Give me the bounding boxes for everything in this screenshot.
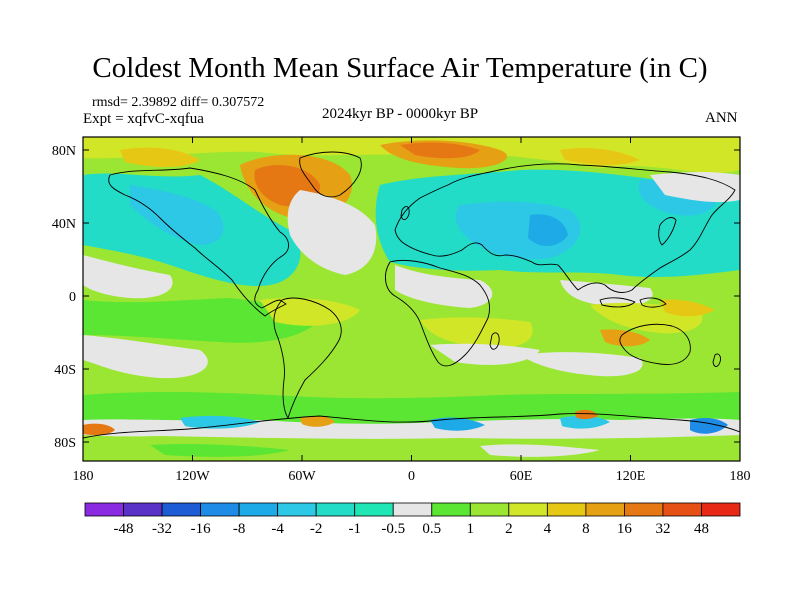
colorbar-box [123, 502, 163, 517]
colorbar-label: -16 [191, 521, 211, 537]
colorbar-box [585, 502, 625, 517]
lat-tick-label: 80N [52, 144, 76, 159]
colorbar-label: 16 [617, 521, 633, 537]
colorbar-box [354, 502, 394, 517]
colorbar-box [469, 502, 510, 517]
colorbar-box [624, 502, 664, 517]
lon-tick-label: 120W [175, 469, 210, 484]
colorbar-label: -8 [233, 521, 246, 537]
colorbar-box [161, 502, 201, 517]
colorbar-box [392, 502, 433, 517]
lat-tick-label: 80S [54, 436, 76, 451]
lat-tick-label: 0 [69, 290, 76, 305]
colorbar-label: 1 [467, 521, 475, 537]
lon-tick-label: 120E [616, 469, 646, 484]
map-title: Coldest Month Mean Surface Air Temperatu… [92, 52, 708, 84]
colorbar-box [662, 502, 702, 517]
colorbar-box [315, 502, 356, 517]
colorbar-box [238, 502, 279, 517]
lat-tick-label: 40S [54, 363, 76, 378]
colorbar-label: -1 [348, 521, 361, 537]
colorbar-box [84, 502, 124, 517]
colorbar-label: -32 [152, 521, 172, 537]
colorbar-label: 8 [582, 521, 590, 537]
lon-tick-label: 60E [510, 469, 533, 484]
colorbar-box [508, 502, 548, 517]
tick-marks [82, 137, 741, 461]
colorbar-label: 2 [505, 521, 513, 537]
colorbar-label: -0.5 [381, 521, 405, 537]
season-label: ANN [705, 110, 738, 126]
colorbar-labels: -48 -32 -16 -8 -4 -2 -1 -0.5 0.5 1 2 4 8… [114, 521, 709, 537]
lon-tick-label: 180 [730, 469, 751, 484]
lon-tick-label: 0 [408, 469, 415, 484]
lon-tick-label: 60W [288, 469, 316, 484]
colorbar-box [546, 502, 587, 517]
colorbar-label: -48 [114, 521, 134, 537]
colorbar-label: 0.5 [422, 521, 441, 537]
colorbar-label: 4 [544, 521, 552, 537]
colorbar-box [701, 502, 741, 517]
colorbar-label: -2 [310, 521, 323, 537]
colorbar-label: 48 [694, 521, 709, 537]
colorbar-label: 32 [655, 521, 670, 537]
colorbar [84, 502, 741, 517]
colorbar-box [277, 502, 317, 517]
colorbar-label: -4 [271, 521, 284, 537]
coastlines [83, 151, 740, 439]
lat-tick-label: 40N [52, 217, 76, 232]
stats-label: rmsd= 2.39892 diff= 0.307572 [92, 95, 265, 110]
experiment-label: Expt = xqfvC-xqfua [83, 111, 204, 127]
lon-tick-label: 180 [73, 469, 94, 484]
colorbar-box [431, 502, 471, 517]
colorbar-box [200, 502, 240, 517]
temperature-field [83, 137, 740, 461]
period-label: 2024kyr BP - 0000kyr BP [322, 106, 479, 122]
